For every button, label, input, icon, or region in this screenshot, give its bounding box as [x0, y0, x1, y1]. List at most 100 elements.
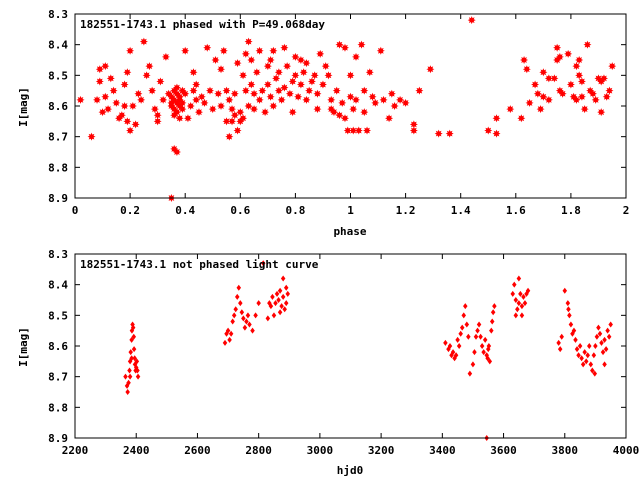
phased-data-point — [233, 126, 242, 135]
phased-data-point — [401, 98, 410, 107]
unphased-y-axis-label: I[mag] — [17, 327, 30, 367]
unphased-data-point — [233, 306, 238, 313]
phased-data-point — [244, 37, 253, 46]
phased-data-point — [250, 89, 259, 98]
unphased-chart: 2200 2400 2600 2800 3000 3200 3400 3600 3800 4000… — [17, 248, 639, 477]
phased-data-point — [233, 59, 242, 68]
unphased-data-point — [565, 300, 571, 307]
phased-data-point — [159, 95, 168, 104]
phased-data-point — [346, 92, 355, 101]
unphased-data-point — [602, 336, 607, 343]
phased-data-point — [131, 120, 140, 129]
unphased-data-point — [463, 303, 468, 310]
unphased-data-point — [222, 339, 228, 346]
phased-chart-title: 182551-1743.1 phased with P=49.068day — [80, 18, 325, 31]
phased-data-point — [211, 56, 220, 64]
phased-data-point — [467, 16, 476, 25]
phased-data-point — [363, 126, 372, 135]
phased-data-point — [239, 71, 248, 80]
phased-data-point — [266, 92, 275, 101]
phased-data-point — [352, 52, 361, 61]
phased-data-point — [558, 89, 567, 98]
phased-data-point — [316, 49, 325, 58]
unphased-data-point — [467, 370, 473, 377]
phased-data-point — [126, 46, 135, 55]
phased-data-point — [539, 68, 548, 77]
phased-data-point — [605, 86, 614, 95]
phased-x-tick-label: 1.8 — [561, 204, 581, 217]
unphased-data-point — [125, 389, 130, 395]
phased-data-point — [181, 46, 190, 55]
phased-data-point — [531, 80, 540, 89]
unphased-x-tick-label: 3800 — [552, 444, 579, 457]
unphased-data-point — [280, 293, 286, 300]
unphased-data-point — [603, 346, 609, 353]
unphased-data-point — [253, 312, 258, 319]
unphased-x-tick-label: 2800 — [245, 444, 272, 457]
unphased-x-ticks: 2200 2400 2600 2800 3000 3200 3400 3600 3800 4000 — [62, 254, 639, 457]
phased-x-tick-label: 1 — [347, 204, 354, 217]
phased-data-point — [255, 46, 264, 55]
unphased-y-tick-label: 8.9 — [48, 432, 68, 445]
unphased-data-point — [128, 349, 133, 356]
unphased-data-point — [135, 367, 140, 374]
unphased-data-point — [447, 343, 453, 349]
unphased-data-point — [123, 373, 128, 380]
unphased-data-point — [481, 349, 486, 356]
unphased-y-ticks: 8.3 8.4 8.5 8.6 8.7 8.8 8.9 — [48, 248, 626, 445]
unphased-data-point — [247, 321, 252, 328]
phased-data-point — [577, 92, 586, 101]
phased-data-point — [266, 56, 275, 64]
phased-data-point — [106, 74, 115, 83]
phased-data-point — [241, 86, 250, 95]
phased-data-point — [368, 92, 377, 101]
unphased-data-point — [238, 300, 243, 307]
phased-data-point — [230, 111, 239, 120]
phased-data-point — [329, 108, 338, 117]
unphased-data-point — [461, 312, 467, 319]
phased-data-point — [208, 105, 217, 114]
phased-data-point — [280, 83, 289, 92]
phased-data-point — [230, 89, 239, 98]
phased-data-point — [197, 92, 206, 101]
phased-data-point — [123, 117, 132, 126]
phased-data-point — [244, 102, 253, 110]
phased-data-point — [409, 126, 418, 135]
unphased-data-point — [602, 361, 607, 368]
phased-x-tick-label: 1.6 — [506, 204, 526, 217]
unphased-data-point — [597, 330, 603, 337]
phased-data-point — [247, 56, 256, 64]
phased-data-point — [172, 108, 181, 117]
unphased-data-point — [458, 330, 463, 337]
phased-data-point — [566, 80, 575, 89]
unphased-data-point — [559, 333, 564, 340]
phased-data-point — [178, 105, 187, 114]
unphased-data-point — [588, 361, 594, 368]
phased-data-point — [387, 89, 396, 98]
phased-data-point — [247, 80, 256, 89]
phased-data-point — [120, 102, 129, 110]
unphased-data-point — [579, 355, 584, 362]
phased-data-point — [109, 86, 118, 95]
phased-y-tick-label: 8.8 — [48, 161, 68, 174]
phased-data-point — [172, 148, 181, 156]
unphased-data-point — [574, 346, 580, 353]
phased-data-point — [310, 71, 319, 80]
phased-data-point — [272, 74, 281, 83]
phased-data-point — [575, 71, 584, 80]
unphased-data-point — [582, 349, 587, 356]
phased-y-axis-label: I[mag] — [17, 87, 30, 127]
phased-data-point — [520, 56, 529, 64]
unphased-data-point — [489, 327, 494, 334]
unphased-y-tick-label: 8.3 — [48, 248, 68, 261]
phased-data-point — [349, 126, 358, 135]
phased-data-point — [95, 65, 104, 74]
unphased-x-axis-label: hjd0 — [337, 464, 364, 477]
unphased-data-point — [568, 321, 574, 328]
phased-data-point — [194, 108, 203, 117]
phased-data-point — [544, 74, 553, 83]
unphased-data-point — [476, 321, 482, 328]
phased-data-point — [575, 56, 584, 64]
phased-data-point — [200, 98, 209, 107]
phased-data-point — [434, 129, 443, 138]
